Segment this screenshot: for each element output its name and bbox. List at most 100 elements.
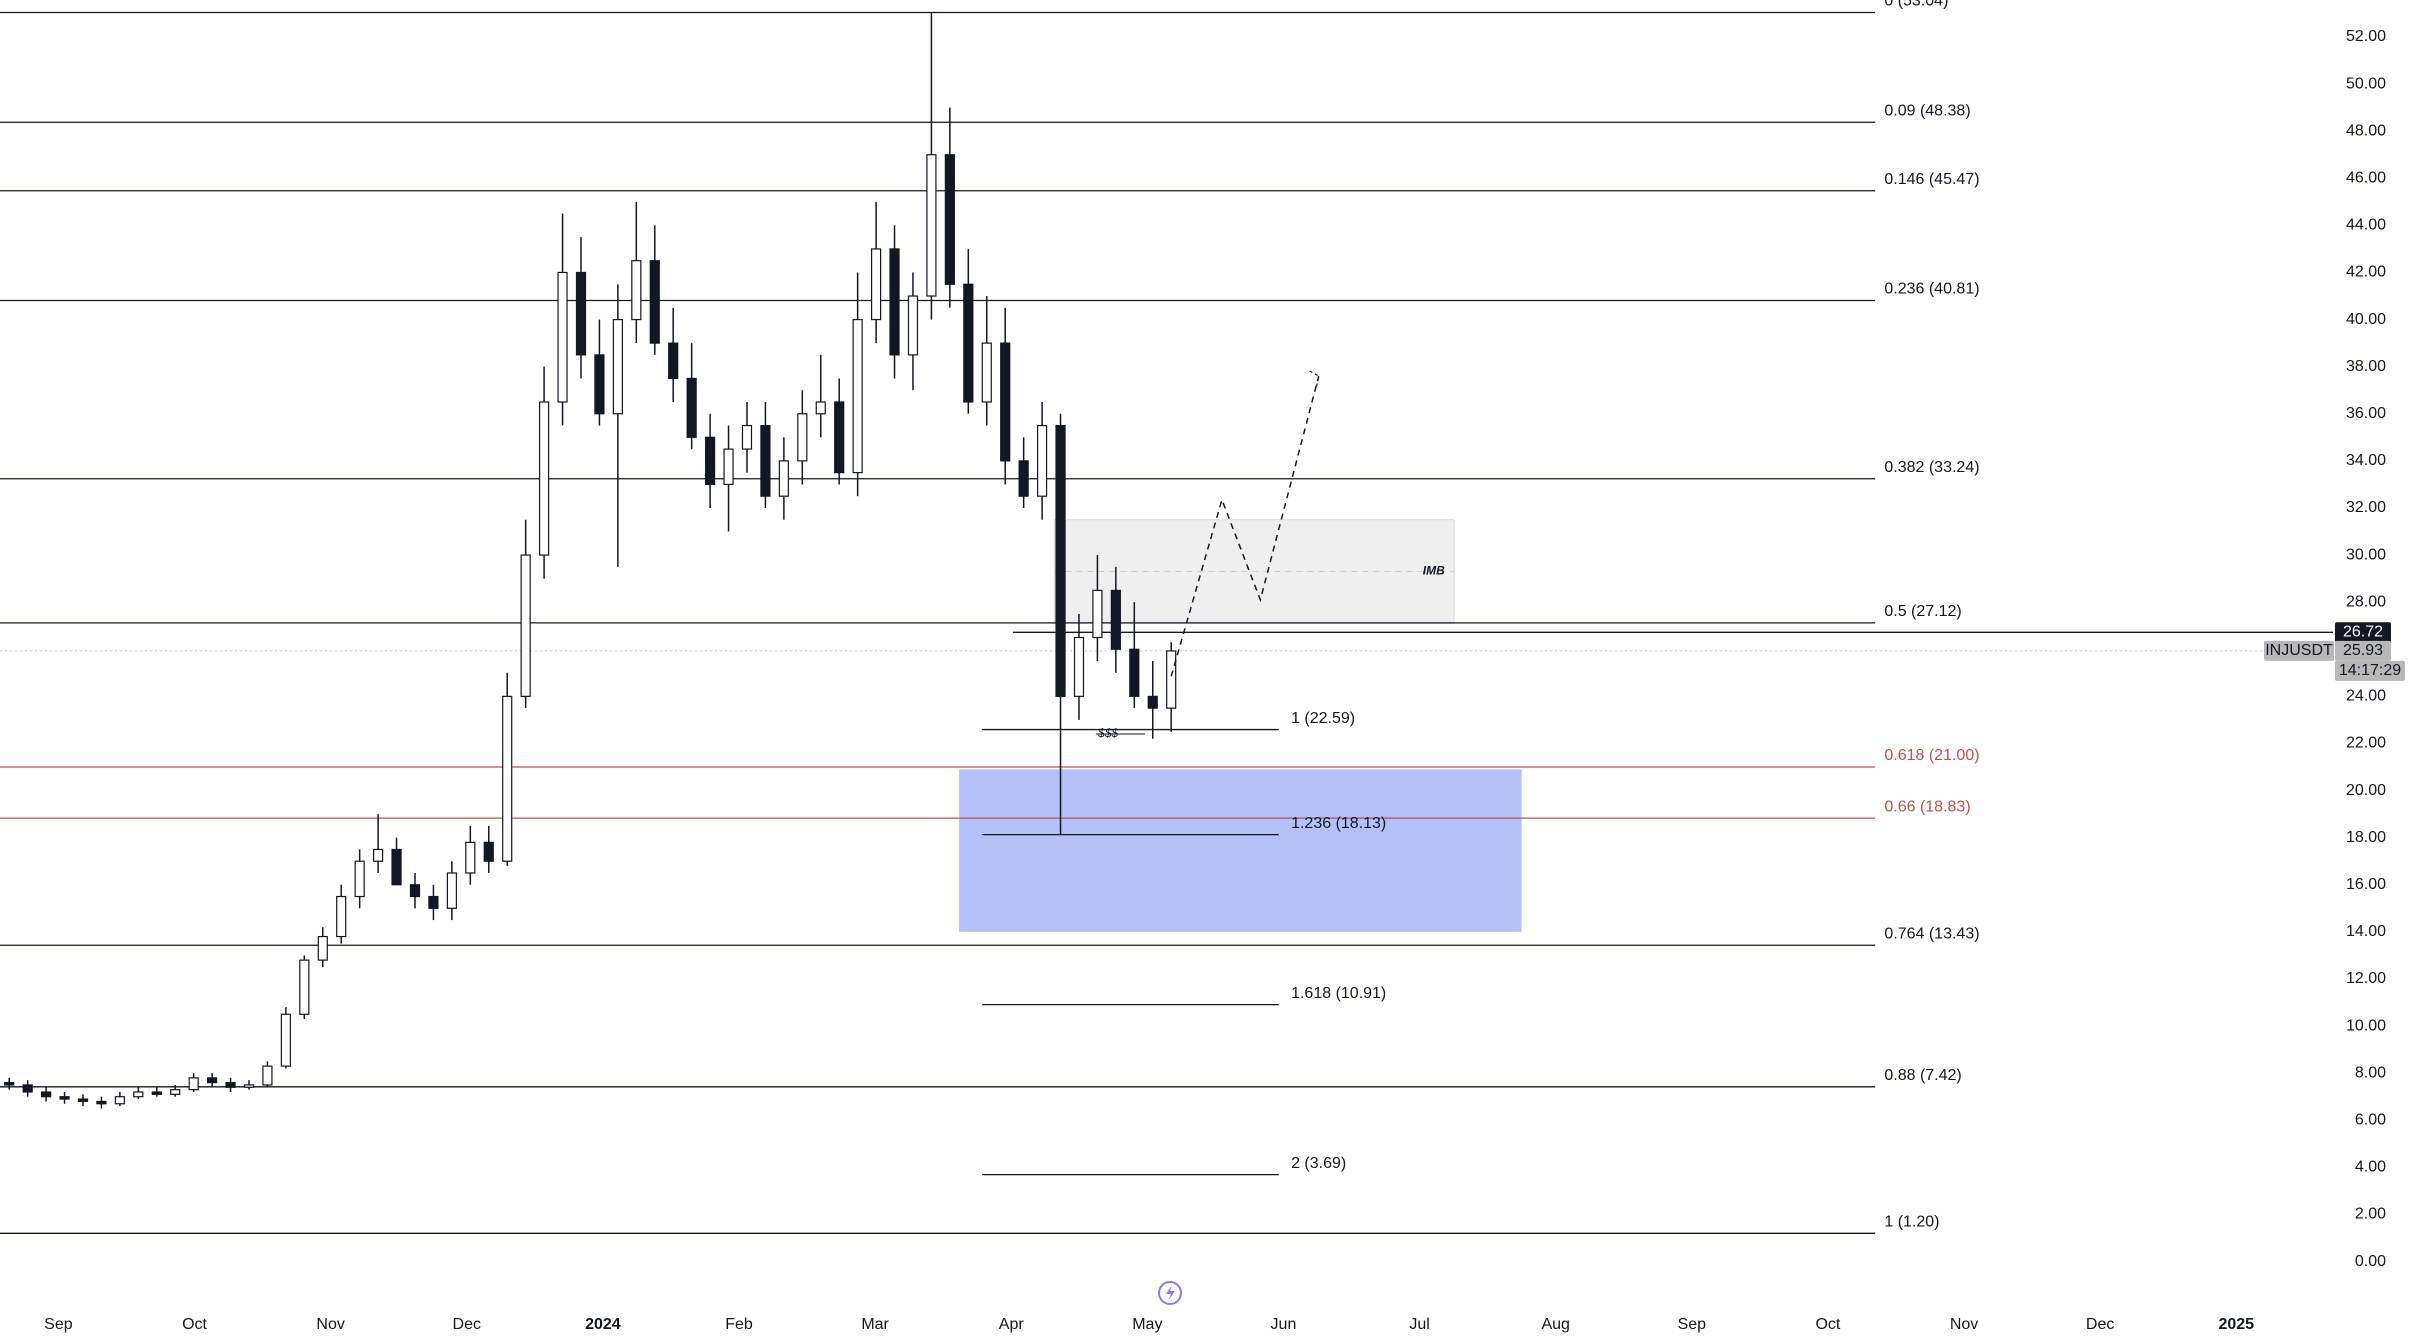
y-tick-label: 16.00 bbox=[2346, 876, 2386, 893]
fib-ext-label: 2 (3.69) bbox=[1291, 1155, 1346, 1172]
projection-path bbox=[1170, 375, 1320, 677]
candle-body bbox=[1092, 589, 1103, 639]
y-tick-label: 4.00 bbox=[2355, 1159, 2386, 1176]
x-tick-label: Nov bbox=[316, 1316, 344, 1333]
y-tick-label: 14.00 bbox=[2346, 923, 2386, 940]
candle-body bbox=[1036, 424, 1048, 497]
imbalance-label: IMB bbox=[1423, 564, 1445, 578]
candle-body bbox=[926, 154, 937, 297]
candle-body bbox=[760, 424, 771, 497]
liquidity-label: $$$ bbox=[1097, 726, 1118, 740]
candle-body bbox=[59, 1096, 70, 1100]
x-tick-label: Jul bbox=[1409, 1316, 1429, 1333]
x-tick-label: Oct bbox=[182, 1316, 207, 1333]
candle-body bbox=[815, 401, 826, 415]
candle-body bbox=[428, 895, 439, 909]
candle-body bbox=[96, 1100, 107, 1105]
candle-body bbox=[188, 1077, 199, 1091]
y-tick-label: 44.00 bbox=[2346, 217, 2386, 234]
candle-body bbox=[77, 1098, 89, 1103]
y-tick-label: 12.00 bbox=[2346, 970, 2386, 987]
candle-body bbox=[373, 848, 384, 862]
y-tick-label: 30.00 bbox=[2346, 546, 2386, 563]
y-tick-label: 22.00 bbox=[2346, 735, 2386, 752]
candle-body bbox=[207, 1077, 218, 1084]
fib-ext-label: 1.618 (10.91) bbox=[1291, 985, 1386, 1002]
candle-body bbox=[170, 1089, 181, 1095]
y-tick-label: 48.00 bbox=[2346, 122, 2386, 139]
y-tick-label: 38.00 bbox=[2346, 358, 2386, 375]
x-tick-label: Dec bbox=[2086, 1316, 2114, 1333]
x-tick-label: Jun bbox=[1271, 1316, 1297, 1333]
candle-body bbox=[502, 695, 513, 862]
candle-body bbox=[1166, 650, 1177, 709]
candle-body bbox=[594, 354, 605, 415]
candle-body bbox=[889, 248, 900, 356]
candle-body bbox=[631, 260, 642, 321]
candle-body bbox=[668, 342, 679, 380]
candle-body bbox=[1073, 636, 1085, 697]
candle-body bbox=[446, 872, 457, 909]
y-tick-label: 36.00 bbox=[2346, 405, 2386, 422]
candle-body bbox=[409, 884, 421, 898]
x-tick-label: Apr bbox=[999, 1316, 1025, 1333]
candle-body bbox=[834, 401, 845, 474]
fib-label: 0.5 (27.12) bbox=[1884, 603, 1961, 620]
candle-body bbox=[741, 424, 753, 450]
countdown-tag-box bbox=[2335, 660, 2405, 681]
demand-zone bbox=[959, 769, 1522, 932]
fib-label: 0.764 (13.43) bbox=[1884, 926, 1979, 943]
candle-body bbox=[778, 460, 789, 497]
candle-body bbox=[133, 1091, 144, 1098]
candle-body bbox=[704, 436, 716, 486]
fib-label: 0.09 (48.38) bbox=[1884, 102, 1970, 119]
candle-body bbox=[262, 1065, 273, 1086]
candle-body bbox=[870, 248, 882, 321]
candle-body bbox=[280, 1013, 291, 1067]
last-price-tag: 25.93 bbox=[2343, 642, 2383, 659]
icon-bolt[interactable] bbox=[1166, 1285, 1175, 1301]
x-tick-label: 2024 bbox=[585, 1316, 621, 1333]
icon-ring[interactable] bbox=[1158, 1281, 1182, 1305]
candle-body bbox=[538, 401, 550, 556]
x-tick-label: Sep bbox=[1678, 1316, 1707, 1333]
candle-body bbox=[649, 260, 660, 344]
candle-body bbox=[299, 959, 310, 1015]
fib-label: 0 (53.04) bbox=[1884, 0, 1948, 10]
y-tick-label: 40.00 bbox=[2346, 311, 2386, 328]
price-line-tag: 26.72 bbox=[2343, 624, 2383, 641]
y-tick-label: 52.00 bbox=[2346, 28, 2386, 45]
symbol-tag-box bbox=[2264, 640, 2334, 661]
last-price-tag-box bbox=[2335, 640, 2391, 661]
candle-body bbox=[557, 271, 568, 403]
toolbar-icon[interactable] bbox=[1158, 1281, 1182, 1305]
y-tick-label: 2.00 bbox=[2355, 1206, 2386, 1223]
y-tick-label: 6.00 bbox=[2355, 1111, 2386, 1128]
x-tick-label: Sep bbox=[44, 1316, 73, 1333]
candle-body bbox=[1055, 424, 1066, 697]
candle-body bbox=[243, 1084, 255, 1088]
x-tick-label: 2025 bbox=[2218, 1316, 2254, 1333]
y-tick-label: 8.00 bbox=[2355, 1064, 2386, 1081]
candle-body bbox=[336, 895, 347, 938]
y-tick-label: 34.00 bbox=[2346, 452, 2386, 469]
fib-label: 0.146 (45.47) bbox=[1884, 171, 1979, 188]
candle-body bbox=[114, 1096, 125, 1105]
candle-body bbox=[723, 448, 734, 486]
candle-body bbox=[907, 295, 919, 356]
fib-label: 0.382 (33.24) bbox=[1884, 459, 1979, 476]
fib-label: 0.66 (18.83) bbox=[1884, 798, 1970, 815]
fib-ext-label: 1.236 (18.13) bbox=[1291, 815, 1386, 832]
candle-body bbox=[1147, 695, 1158, 709]
candle-body bbox=[41, 1091, 52, 1098]
countdown-tag: 14:17:29 bbox=[2339, 662, 2401, 679]
candle-body bbox=[944, 154, 955, 285]
fib-label: 0.618 (21.00) bbox=[1884, 747, 1979, 764]
fib-label: 0.88 (7.42) bbox=[1884, 1067, 1961, 1084]
x-tick-label: Feb bbox=[725, 1316, 753, 1333]
y-tick-label: 18.00 bbox=[2346, 829, 2386, 846]
x-tick-label: May bbox=[1132, 1316, 1162, 1333]
symbol-tag: INJUSDT bbox=[2265, 642, 2333, 659]
y-tick-label: 0.00 bbox=[2355, 1253, 2386, 1270]
